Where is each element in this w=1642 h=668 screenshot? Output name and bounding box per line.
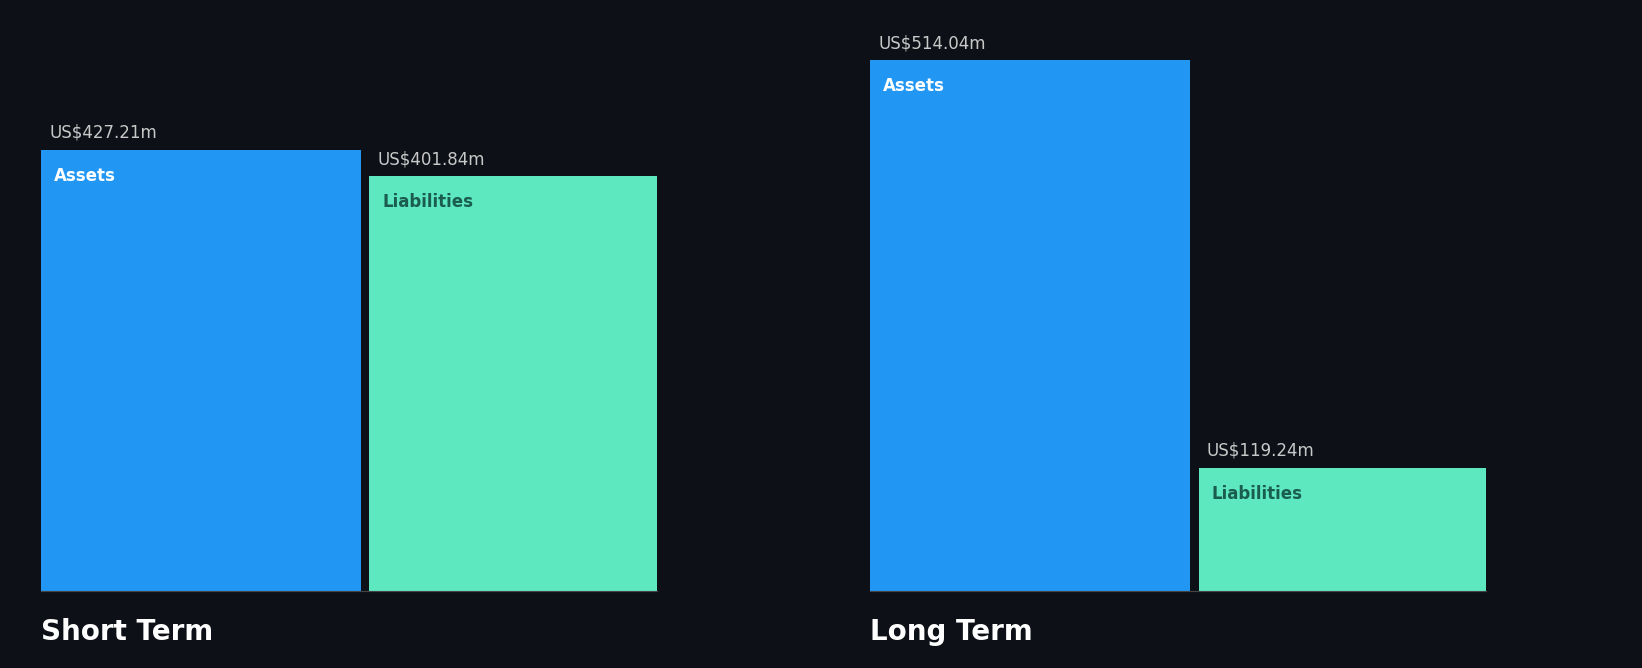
Text: Long Term: Long Term	[870, 618, 1033, 646]
Text: US$427.21m: US$427.21m	[49, 124, 158, 142]
Text: Assets: Assets	[54, 166, 117, 184]
Text: Liabilities: Liabilities	[383, 193, 473, 210]
Text: US$401.84m: US$401.84m	[378, 150, 484, 168]
Text: Short Term: Short Term	[41, 618, 213, 646]
Text: US$119.24m: US$119.24m	[1207, 442, 1315, 460]
Bar	[369, 176, 657, 591]
Bar	[1199, 468, 1486, 591]
Text: US$514.04m: US$514.04m	[878, 34, 985, 52]
Bar	[41, 150, 361, 591]
Text: Liabilities: Liabilities	[1212, 485, 1302, 503]
Bar	[870, 60, 1190, 591]
Text: Assets: Assets	[883, 77, 946, 95]
